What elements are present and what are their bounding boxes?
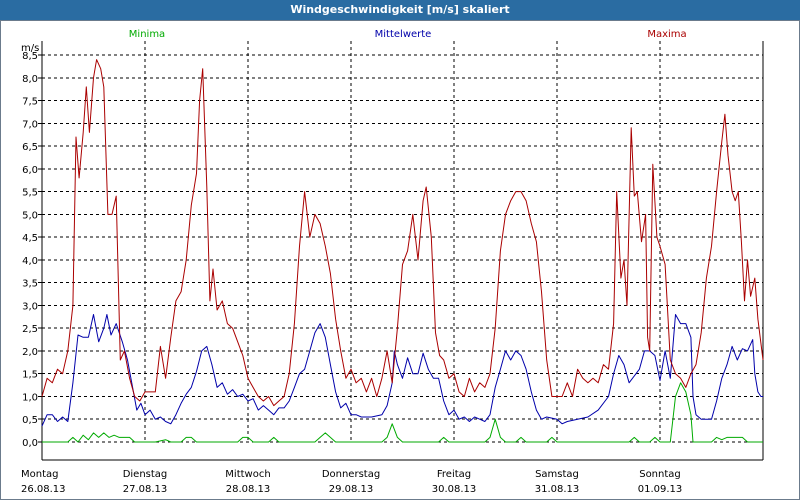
x-tick-weekday: Samstag: [535, 469, 579, 480]
wind-speed-chart: 0,0 0,5 1,0 1,5 2,0 2,5 3,0 3,5 4,0 4,5 5,0 5,5 6,0 6…: [21, 29, 764, 495]
x-tick-date: 31.08.13: [535, 484, 580, 495]
legend-mittelwerte: Mittelwerte: [375, 29, 432, 40]
y-tick-label: 1,5: [22, 370, 38, 381]
x-tick-weekday: Dienstag: [123, 469, 168, 480]
y-tick-label: 3,5: [22, 279, 38, 290]
chart-frame: 0,0 0,5 1,0 1,5 2,0 2,5 3,0 3,5 4,0 4,5 5,0 5,5 6,0 6…: [0, 20, 800, 500]
x-tick-date: 27.08.13: [123, 484, 168, 495]
y-tick-label: 8,5: [22, 51, 38, 62]
x-tick-weekday: Mittwoch: [225, 469, 270, 480]
y-tick-label: 6,0: [22, 165, 38, 176]
y-tick-label: 0,0: [22, 438, 38, 449]
x-tick-weekday: Donnerstag: [322, 469, 380, 480]
y-tick-label: 5,5: [22, 188, 38, 199]
y-tick-label: 2,5: [22, 324, 38, 335]
x-tick-date: 01.09.13: [638, 484, 683, 495]
series-line-minima: [42, 382, 763, 443]
legend-minima: Minima: [129, 29, 165, 40]
y-tick-label: 6,5: [22, 142, 38, 153]
legend: Minima Mittelwerte Maxima: [129, 29, 687, 40]
y-axis-label: m/s: [21, 43, 39, 54]
y-tick-label: 1,0: [22, 392, 38, 403]
series-lines: [41, 59, 764, 443]
series-line-maxima: [41, 59, 764, 407]
x-tick-date: 30.08.13: [432, 484, 477, 495]
y-tick-label: 3,0: [22, 301, 38, 312]
y-tick-label: 5,0: [22, 210, 38, 221]
y-tick-label: 4,5: [22, 233, 38, 244]
x-tick-date: 26.08.13: [21, 484, 66, 495]
grid-lines: [42, 41, 763, 443]
y-tick-label: 7,5: [22, 97, 38, 108]
legend-maxima: Maxima: [647, 29, 686, 40]
x-tick-date: 29.08.13: [329, 484, 374, 495]
y-tick-label: 2,0: [22, 347, 38, 358]
y-tick-label: 8,0: [22, 74, 38, 85]
y-axis-ticks: 0,0 0,5 1,0 1,5 2,0 2,5 3,0 3,5 4,0 4,5 5,0 5,5 6,0 6…: [22, 51, 42, 449]
x-tick-weekday: Freitag: [437, 469, 471, 480]
y-tick-label: 0,5: [22, 415, 38, 426]
x-axis-ticks: Montag 26.08.13 Dienstag 27.08.13 Mittwoch 28…: [21, 469, 682, 495]
x-tick-weekday: Montag: [21, 469, 58, 480]
y-tick-label: 7,0: [22, 119, 38, 130]
y-tick-label: 4,0: [22, 256, 38, 267]
axes: [41, 41, 764, 461]
x-tick-weekday: Sonntag: [639, 469, 681, 480]
series-line-mittelwerte: [41, 314, 763, 427]
x-tick-date: 28.08.13: [226, 484, 271, 495]
window-title: Windgeschwindigkeit [m/s] skaliert: [0, 0, 800, 20]
